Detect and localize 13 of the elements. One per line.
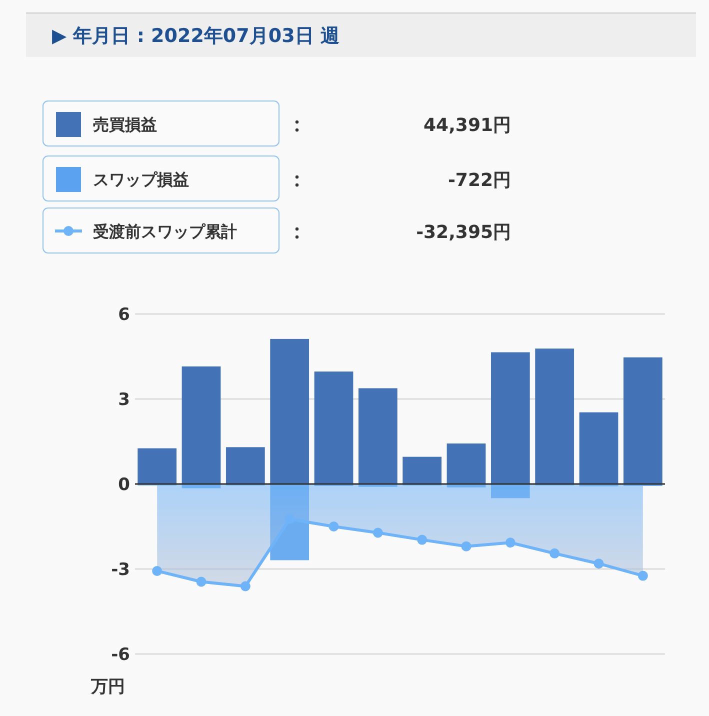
- y-axis-title: 万円: [90, 677, 125, 697]
- y-tick-label: -3: [111, 560, 130, 580]
- y-tick-label: 0: [118, 475, 130, 495]
- legend-label: スワップ損益: [93, 170, 189, 189]
- y-tick-label: 6: [118, 305, 130, 326]
- y-tick-label: 3: [118, 390, 130, 410]
- text: -722円: [448, 170, 511, 191]
- text: -32,395円: [416, 222, 511, 243]
- legend-label: 受渡前スワップ累計: [92, 222, 237, 241]
- legend-label: 売買損益: [93, 115, 157, 134]
- text: 44,391円: [424, 115, 511, 136]
- y-tick-label: -6: [111, 644, 130, 665]
- chart-title: ▶ 年月日 : 2022年07月03日 週: [52, 25, 340, 47]
